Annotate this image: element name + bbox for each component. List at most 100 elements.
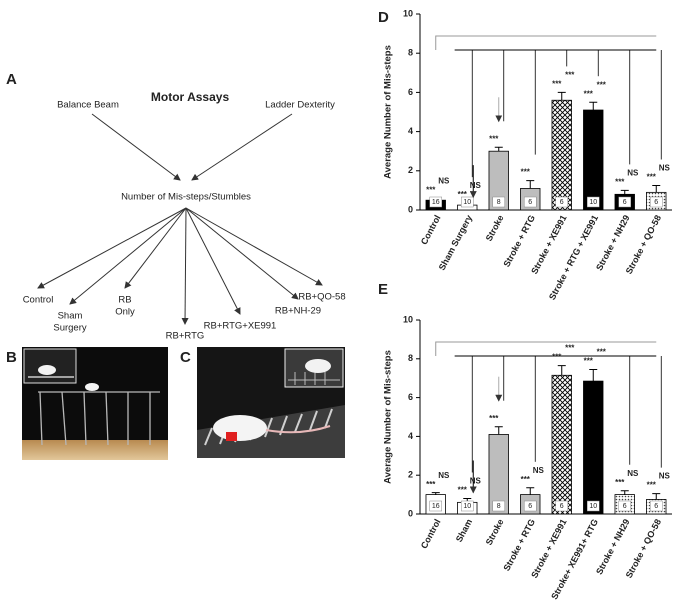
n-label: 10: [463, 503, 471, 510]
panel-b: B: [6, 347, 168, 460]
y-tick-label: 4: [408, 431, 413, 441]
significance-label: ***: [552, 80, 562, 89]
significance-label: NS: [659, 164, 671, 173]
n-box: [555, 196, 568, 208]
y-tick-label: 0: [408, 508, 413, 518]
y-tick-label: 6: [408, 392, 413, 402]
significance-label: ***: [521, 168, 531, 177]
n-label: 10: [463, 199, 471, 206]
n-label: 6: [623, 199, 627, 206]
significance-label: NS: [533, 466, 545, 475]
y-tick-label: 2: [408, 165, 413, 175]
panel-a: A Motor Assays Balance Beam Ladder Dexte…: [6, 71, 346, 342]
x-tick-label: Stroke + RTG: [501, 213, 537, 268]
arrow: [185, 207, 299, 300]
significance-label: NS: [659, 472, 671, 481]
bar: [551, 99, 572, 211]
n-box: [492, 196, 505, 208]
bar-chart: E Average Number of Mis-steps 0 2 4 6 8 10 16 ***…: [378, 281, 672, 601]
y-tick-label: 2: [408, 470, 413, 480]
n-label: 8: [497, 503, 501, 510]
arrow: [185, 207, 241, 315]
significance-label: ***: [426, 185, 436, 194]
n-box: [524, 500, 537, 512]
y-tick-label: 10: [403, 314, 413, 324]
significance-label: ***: [458, 190, 468, 199]
bar: [583, 380, 604, 515]
panel-label: A: [6, 71, 17, 88]
n-box: [429, 500, 442, 512]
arrow: [91, 113, 181, 181]
bar-chart: D Average Number of Mis-steps 0 2 4 6 8 10 16 ***…: [378, 8, 672, 302]
n-label: 10: [589, 503, 597, 510]
y-tick-label: 0: [408, 204, 413, 214]
significance-label: ***: [597, 80, 607, 89]
significance-label: ***: [597, 348, 607, 357]
significance-label: ***: [552, 353, 562, 362]
significance-label: ***: [615, 478, 625, 487]
panel-label: B: [6, 349, 17, 366]
n-label: 16: [432, 503, 440, 510]
mouse: [85, 383, 99, 391]
x-tick-label: Stroke + NH29: [594, 517, 632, 576]
n-label: 6: [654, 199, 658, 206]
group-node: Control: [23, 295, 54, 306]
group-node: Sham: [58, 311, 83, 322]
n-box: [555, 500, 568, 512]
n-label: 8: [497, 199, 501, 206]
beam-frame: [38, 391, 160, 446]
group-node: Surgery: [53, 323, 87, 334]
n-label: 6: [528, 199, 532, 206]
n-box: [618, 196, 631, 208]
tail: [265, 425, 331, 434]
significance-label: NS: [470, 181, 482, 190]
diagram-title: Motor Assays: [151, 90, 230, 104]
y-tick-label: 4: [408, 126, 413, 136]
y-tick-label: 8: [408, 353, 413, 363]
n-box: [618, 500, 631, 512]
error-bar: [494, 146, 503, 152]
n-box: [429, 196, 442, 208]
y-tick-label: 6: [408, 87, 413, 97]
n-label: 6: [560, 503, 564, 510]
error-bar: [526, 487, 535, 495]
n-box: [524, 196, 537, 208]
n-label: 6: [528, 503, 532, 510]
x-tick-label: Control: [419, 517, 443, 550]
error-bar: [652, 185, 661, 193]
error-bar: [589, 101, 598, 111]
bar: [551, 374, 572, 515]
significance-label: ***: [489, 134, 499, 143]
significance-label: ***: [584, 89, 594, 98]
x-tick-label: Stroke + QO-58: [624, 517, 663, 579]
x-tick-label: Stroke + NH29: [594, 213, 632, 272]
n-label: 6: [560, 199, 564, 206]
panel-label: D: [378, 9, 389, 26]
error-bar: [431, 492, 440, 495]
bracket: [435, 35, 657, 50]
group-node: RB+RTG+XE991: [204, 321, 277, 332]
inset-ladder: [288, 372, 340, 385]
n-box: [587, 500, 600, 512]
significance-label: NS: [627, 169, 639, 178]
marker: [226, 432, 237, 441]
significance-label: ***: [565, 344, 575, 353]
bar: [583, 109, 604, 211]
group-node: RB+QO-58: [298, 292, 345, 303]
significance-label: ***: [521, 475, 531, 484]
x-tick-label: Stroke: [484, 517, 506, 546]
n-box: [492, 500, 505, 512]
panel-label: E: [378, 281, 388, 298]
x-tick-label: Stroke + QO-58: [624, 213, 663, 275]
group-node: RB+NH-29: [275, 306, 321, 317]
significance-label: NS: [470, 477, 482, 486]
significance-label: ***: [647, 173, 657, 182]
n-box: [587, 196, 600, 208]
x-tick-label: Sham: [454, 517, 474, 543]
input-node: Balance Beam: [57, 100, 119, 111]
significance-label: ***: [426, 480, 436, 489]
error-bar: [557, 91, 566, 101]
